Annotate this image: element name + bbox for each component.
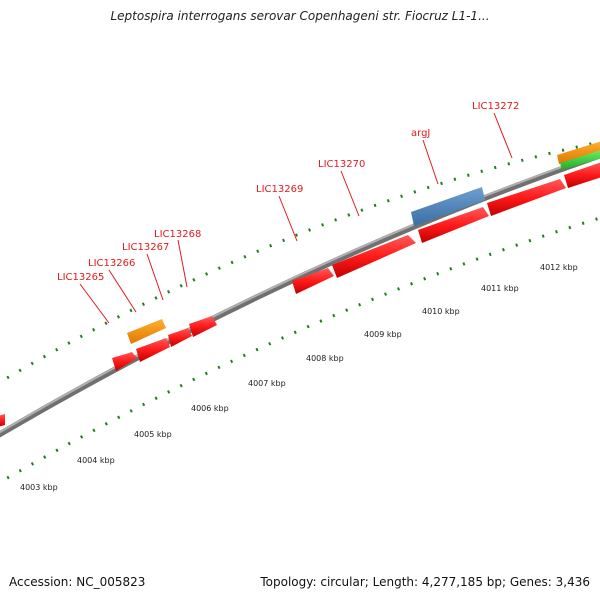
leader-argj [422,139,439,185]
leader-lic13269 [278,195,298,242]
gene-label-lic13269: LIC13269 [256,184,303,195]
gene-label-lic13265: LIC13265 [57,272,104,283]
gene-green-right [560,150,600,170]
genome-backbone [0,152,600,438]
leader-lic13270 [340,170,360,217]
scale-label-4007: 4007 kbp [248,379,286,388]
leader-lic13272 [493,112,513,159]
gene-label-lic13267: LIC13267 [122,242,169,253]
scale-label-4010: 4010 kbp [422,307,460,316]
scale-label-4011: 4011 kbp [481,284,519,293]
leader-lic13266 [108,269,137,313]
feature-track [0,141,600,427]
gene-cds-lic13267 [168,328,192,347]
scale-labels: 4003 kbp 4004 kbp 4005 kbp 4006 kbp 4007… [20,263,578,492]
gene-cds-right-partial [564,162,600,188]
gene-cds-lic13270 [332,235,416,278]
scale-label-4006: 4006 kbp [191,404,229,413]
map-title: Leptospira interrogans serovar Copenhage… [110,9,490,23]
scale-label-4009: 4009 kbp [364,330,402,339]
gene-label-lic13270: LIC13270 [318,159,365,170]
gene-cds-partial-left [0,414,5,427]
gene-label-lic13272: LIC13272 [472,101,519,112]
gene-rna-argj [411,187,485,226]
leader-lines [79,112,513,324]
gene-cds-lic13266 [136,338,170,362]
gene-label-argj: argJ [411,128,430,139]
leader-lic13268 [177,239,188,288]
leader-lic13267 [146,253,164,301]
leader-lic13265 [79,283,110,324]
inner-tick-ring [0,216,600,484]
genome-summary-text: Topology: circular; Length: 4,277,185 bp… [260,575,590,589]
accession-text: Accession: NC_005823 [9,575,146,589]
outer-tick-ring [0,140,600,384]
gene-orange-feature [127,319,166,344]
gene-label-lic13266: LIC13266 [88,258,135,269]
gene-labels: LIC13265 LIC13266 LIC13267 LIC13268 LIC1… [57,101,519,283]
scale-label-4005: 4005 kbp [134,430,172,439]
gene-cds-lic13268 [189,316,217,337]
gene-cds-arg-red [418,207,489,243]
scale-label-4012: 4012 kbp [540,263,578,272]
gene-cds-lic13265 [112,352,137,371]
scale-label-4003: 4003 kbp [20,483,58,492]
gene-label-lic13268: LIC13268 [154,229,201,240]
genome-backbone-highlight [0,152,600,434]
scale-label-4008: 4008 kbp [306,354,344,363]
gene-orange-right [557,141,600,164]
scale-label-4004: 4004 kbp [77,456,115,465]
gene-cds-lic13269 [292,268,334,294]
gene-cds-lic13272 [487,179,566,216]
